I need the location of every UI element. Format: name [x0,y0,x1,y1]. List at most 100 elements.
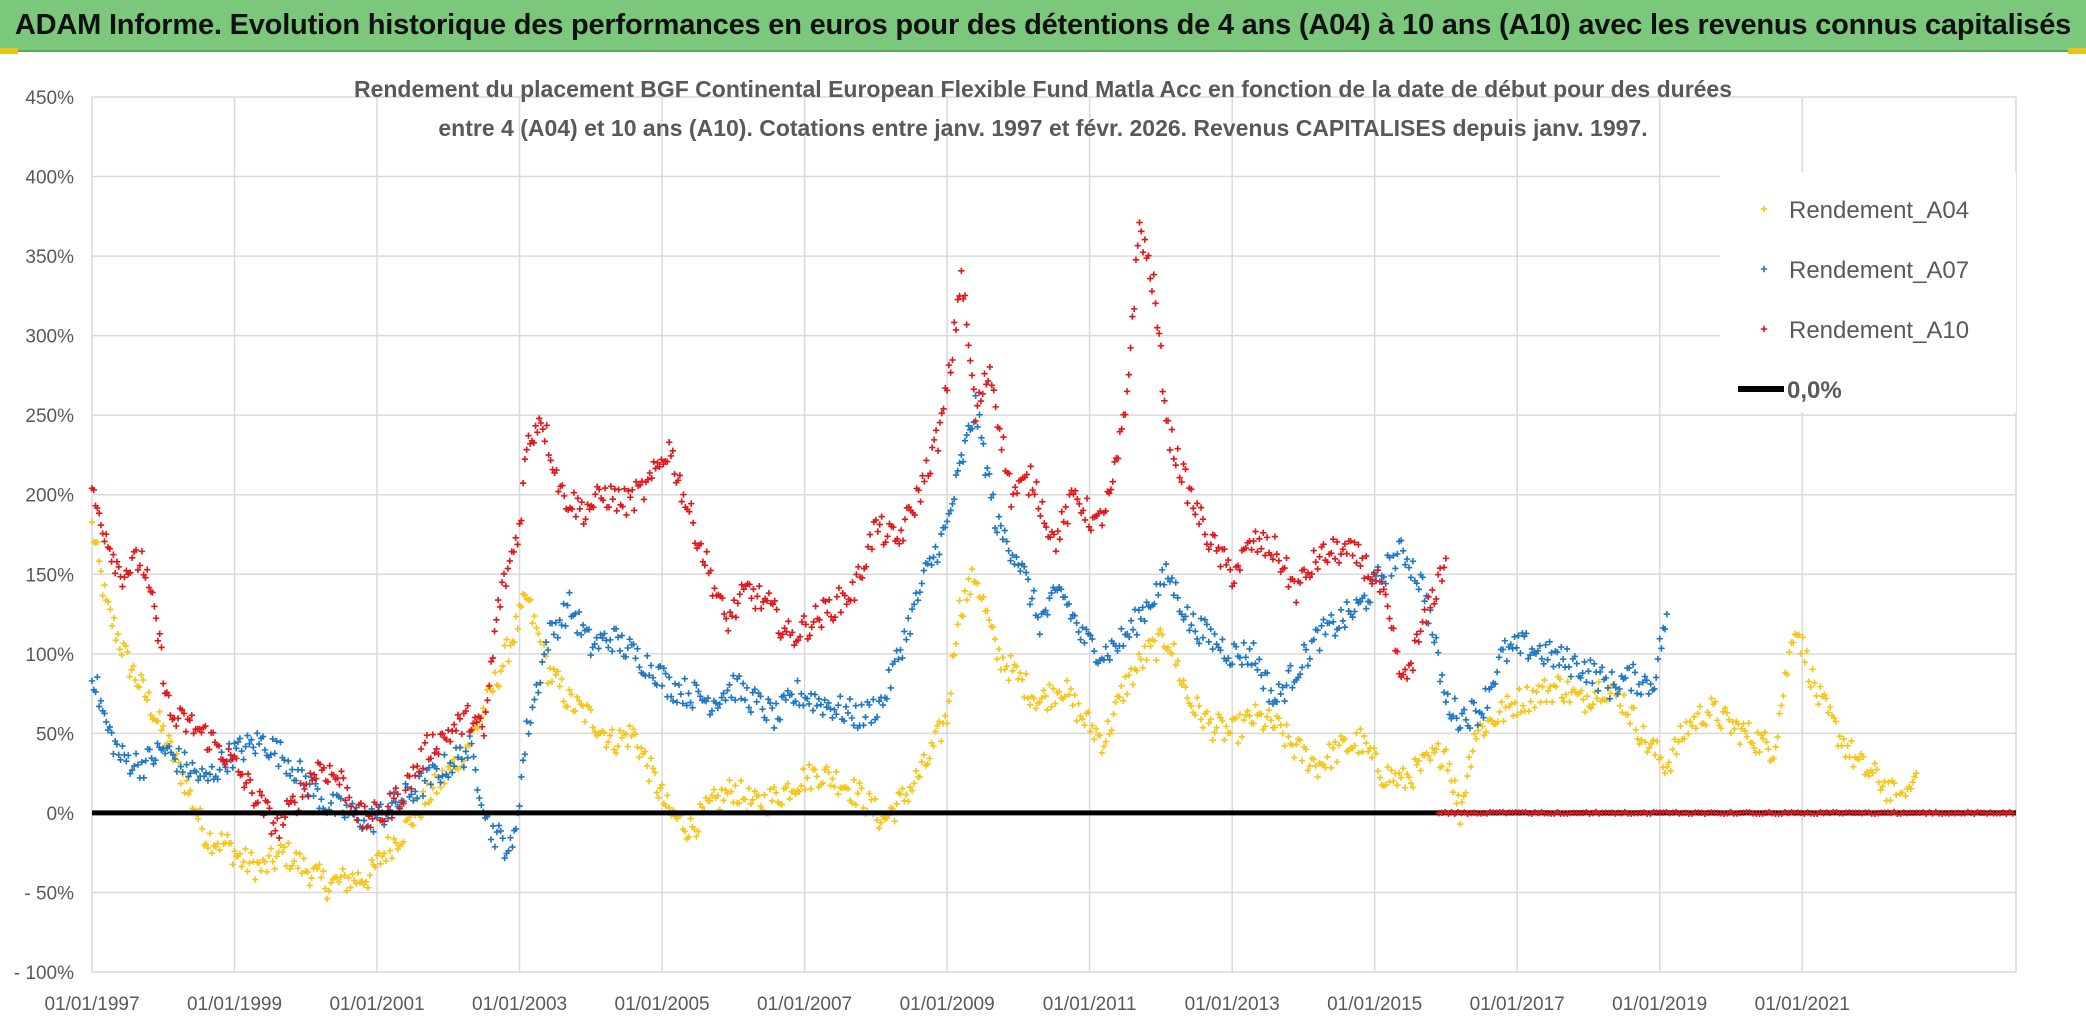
data-point [866,701,873,709]
data-point [1273,550,1281,558]
data-point [556,683,563,690]
data-point [229,764,236,771]
data-point [940,405,947,413]
data-point [730,672,737,679]
data-point [325,887,333,895]
data-point [550,631,558,638]
data-point [1195,702,1203,710]
data-point [1122,673,1129,680]
data-point [471,714,479,721]
data-point [819,779,826,787]
data-point [158,644,165,651]
data-point [509,843,516,851]
data-point [1351,608,1358,615]
data-point [783,628,790,635]
data-point [1300,566,1308,573]
data-point [575,697,583,705]
data-point [1184,603,1191,611]
data-point [1013,553,1020,561]
data-point [1032,705,1040,712]
data-point [819,711,826,718]
data-point [938,738,945,745]
data-point [1033,478,1040,486]
data-point [1263,713,1271,720]
data-point [281,843,288,851]
data-point [324,778,332,786]
data-point [499,662,506,670]
data-point [299,793,306,801]
data-point [400,838,407,845]
data-point [974,580,981,587]
data-point [1411,755,1419,763]
data-point [685,690,692,697]
data-point [165,743,173,750]
data-point [1143,599,1150,606]
data-point [144,566,151,573]
data-point [1661,625,1669,633]
report-banner: ADAM Informe. Evolution historique des p… [0,0,2086,52]
data-point [1789,639,1797,646]
data-point [674,477,682,484]
data-point [607,483,615,490]
data-point [816,616,823,624]
data-point [156,708,163,716]
data-point [1544,656,1551,663]
data-point [921,478,928,485]
data-point [671,470,678,478]
data-point [269,735,276,743]
data-point [987,494,995,501]
data-point [749,796,756,803]
data-point [714,704,721,712]
data-point [1591,689,1599,696]
data-point [1830,714,1838,722]
x-tick-label: 01/01/2007 [757,994,852,1015]
data-point [581,718,589,725]
data-point [288,862,296,870]
data-point [252,750,259,757]
data-point [1052,700,1059,707]
data-point [1184,499,1191,507]
data-point [318,795,325,803]
data-point [842,703,850,710]
data-point [784,780,791,787]
data-point [1712,698,1719,705]
data-point [1376,774,1384,781]
data-point [772,700,780,707]
data-point [1064,520,1071,527]
data-point [1440,689,1448,696]
data-point [214,840,221,847]
data-point [1023,471,1030,478]
data-point [1304,569,1312,577]
data-point [980,440,987,447]
data-point [200,773,208,780]
data-point [720,797,727,804]
data-point [564,602,571,609]
data-point [1780,692,1787,700]
data-point [1316,553,1323,560]
data-point [530,439,538,446]
data-point [872,516,880,524]
data-point [1207,716,1214,723]
data-point [1005,677,1012,684]
data-point [173,722,180,730]
data-point [1281,697,1288,705]
data-point [585,626,593,633]
data-point [518,773,525,781]
data-point [1512,699,1519,706]
data-point [423,732,431,739]
data-point [891,658,898,665]
data-point [976,411,983,418]
data-point [757,693,764,700]
data-point [196,725,203,733]
data-point [961,587,969,595]
data-point [1445,810,1452,817]
data-point [862,563,870,570]
data-point [778,801,786,808]
data-point [261,858,269,866]
data-point [1296,579,1304,586]
data-point [523,718,530,725]
data-point [454,711,462,719]
data-point [1738,725,1745,732]
data-point [1653,738,1661,745]
data-point [1170,640,1178,648]
